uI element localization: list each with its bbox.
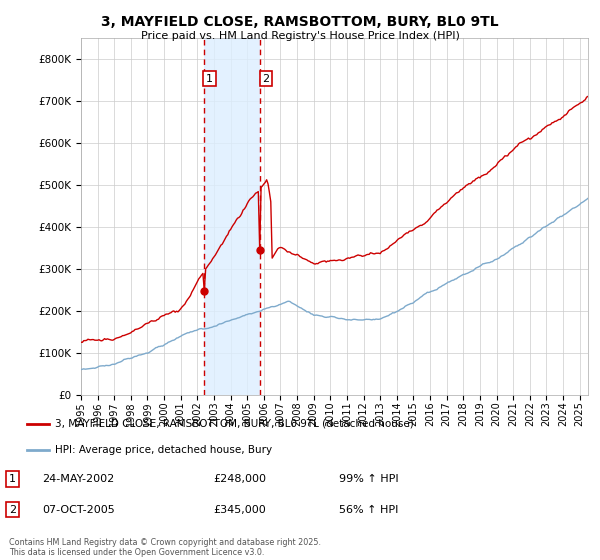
Text: 24-MAY-2002: 24-MAY-2002 xyxy=(42,474,114,484)
Text: HPI: Average price, detached house, Bury: HPI: Average price, detached house, Bury xyxy=(55,445,272,455)
Text: Contains HM Land Registry data © Crown copyright and database right 2025.
This d: Contains HM Land Registry data © Crown c… xyxy=(9,538,321,557)
Text: 07-OCT-2005: 07-OCT-2005 xyxy=(42,505,115,515)
Text: £345,000: £345,000 xyxy=(213,505,266,515)
Text: 2: 2 xyxy=(9,505,16,515)
Text: 3, MAYFIELD CLOSE, RAMSBOTTOM, BURY, BL0 9TL: 3, MAYFIELD CLOSE, RAMSBOTTOM, BURY, BL0… xyxy=(101,15,499,29)
Text: 1: 1 xyxy=(206,73,213,83)
Text: 2: 2 xyxy=(263,73,269,83)
Text: 56% ↑ HPI: 56% ↑ HPI xyxy=(339,505,398,515)
Bar xyxy=(203,38,260,395)
Text: 3, MAYFIELD CLOSE, RAMSBOTTOM, BURY, BL0 9TL (detached house): 3, MAYFIELD CLOSE, RAMSBOTTOM, BURY, BL0… xyxy=(55,419,414,429)
Text: 1: 1 xyxy=(9,474,16,484)
Text: £248,000: £248,000 xyxy=(213,474,266,484)
Text: 99% ↑ HPI: 99% ↑ HPI xyxy=(339,474,398,484)
Text: Price paid vs. HM Land Registry's House Price Index (HPI): Price paid vs. HM Land Registry's House … xyxy=(140,31,460,41)
